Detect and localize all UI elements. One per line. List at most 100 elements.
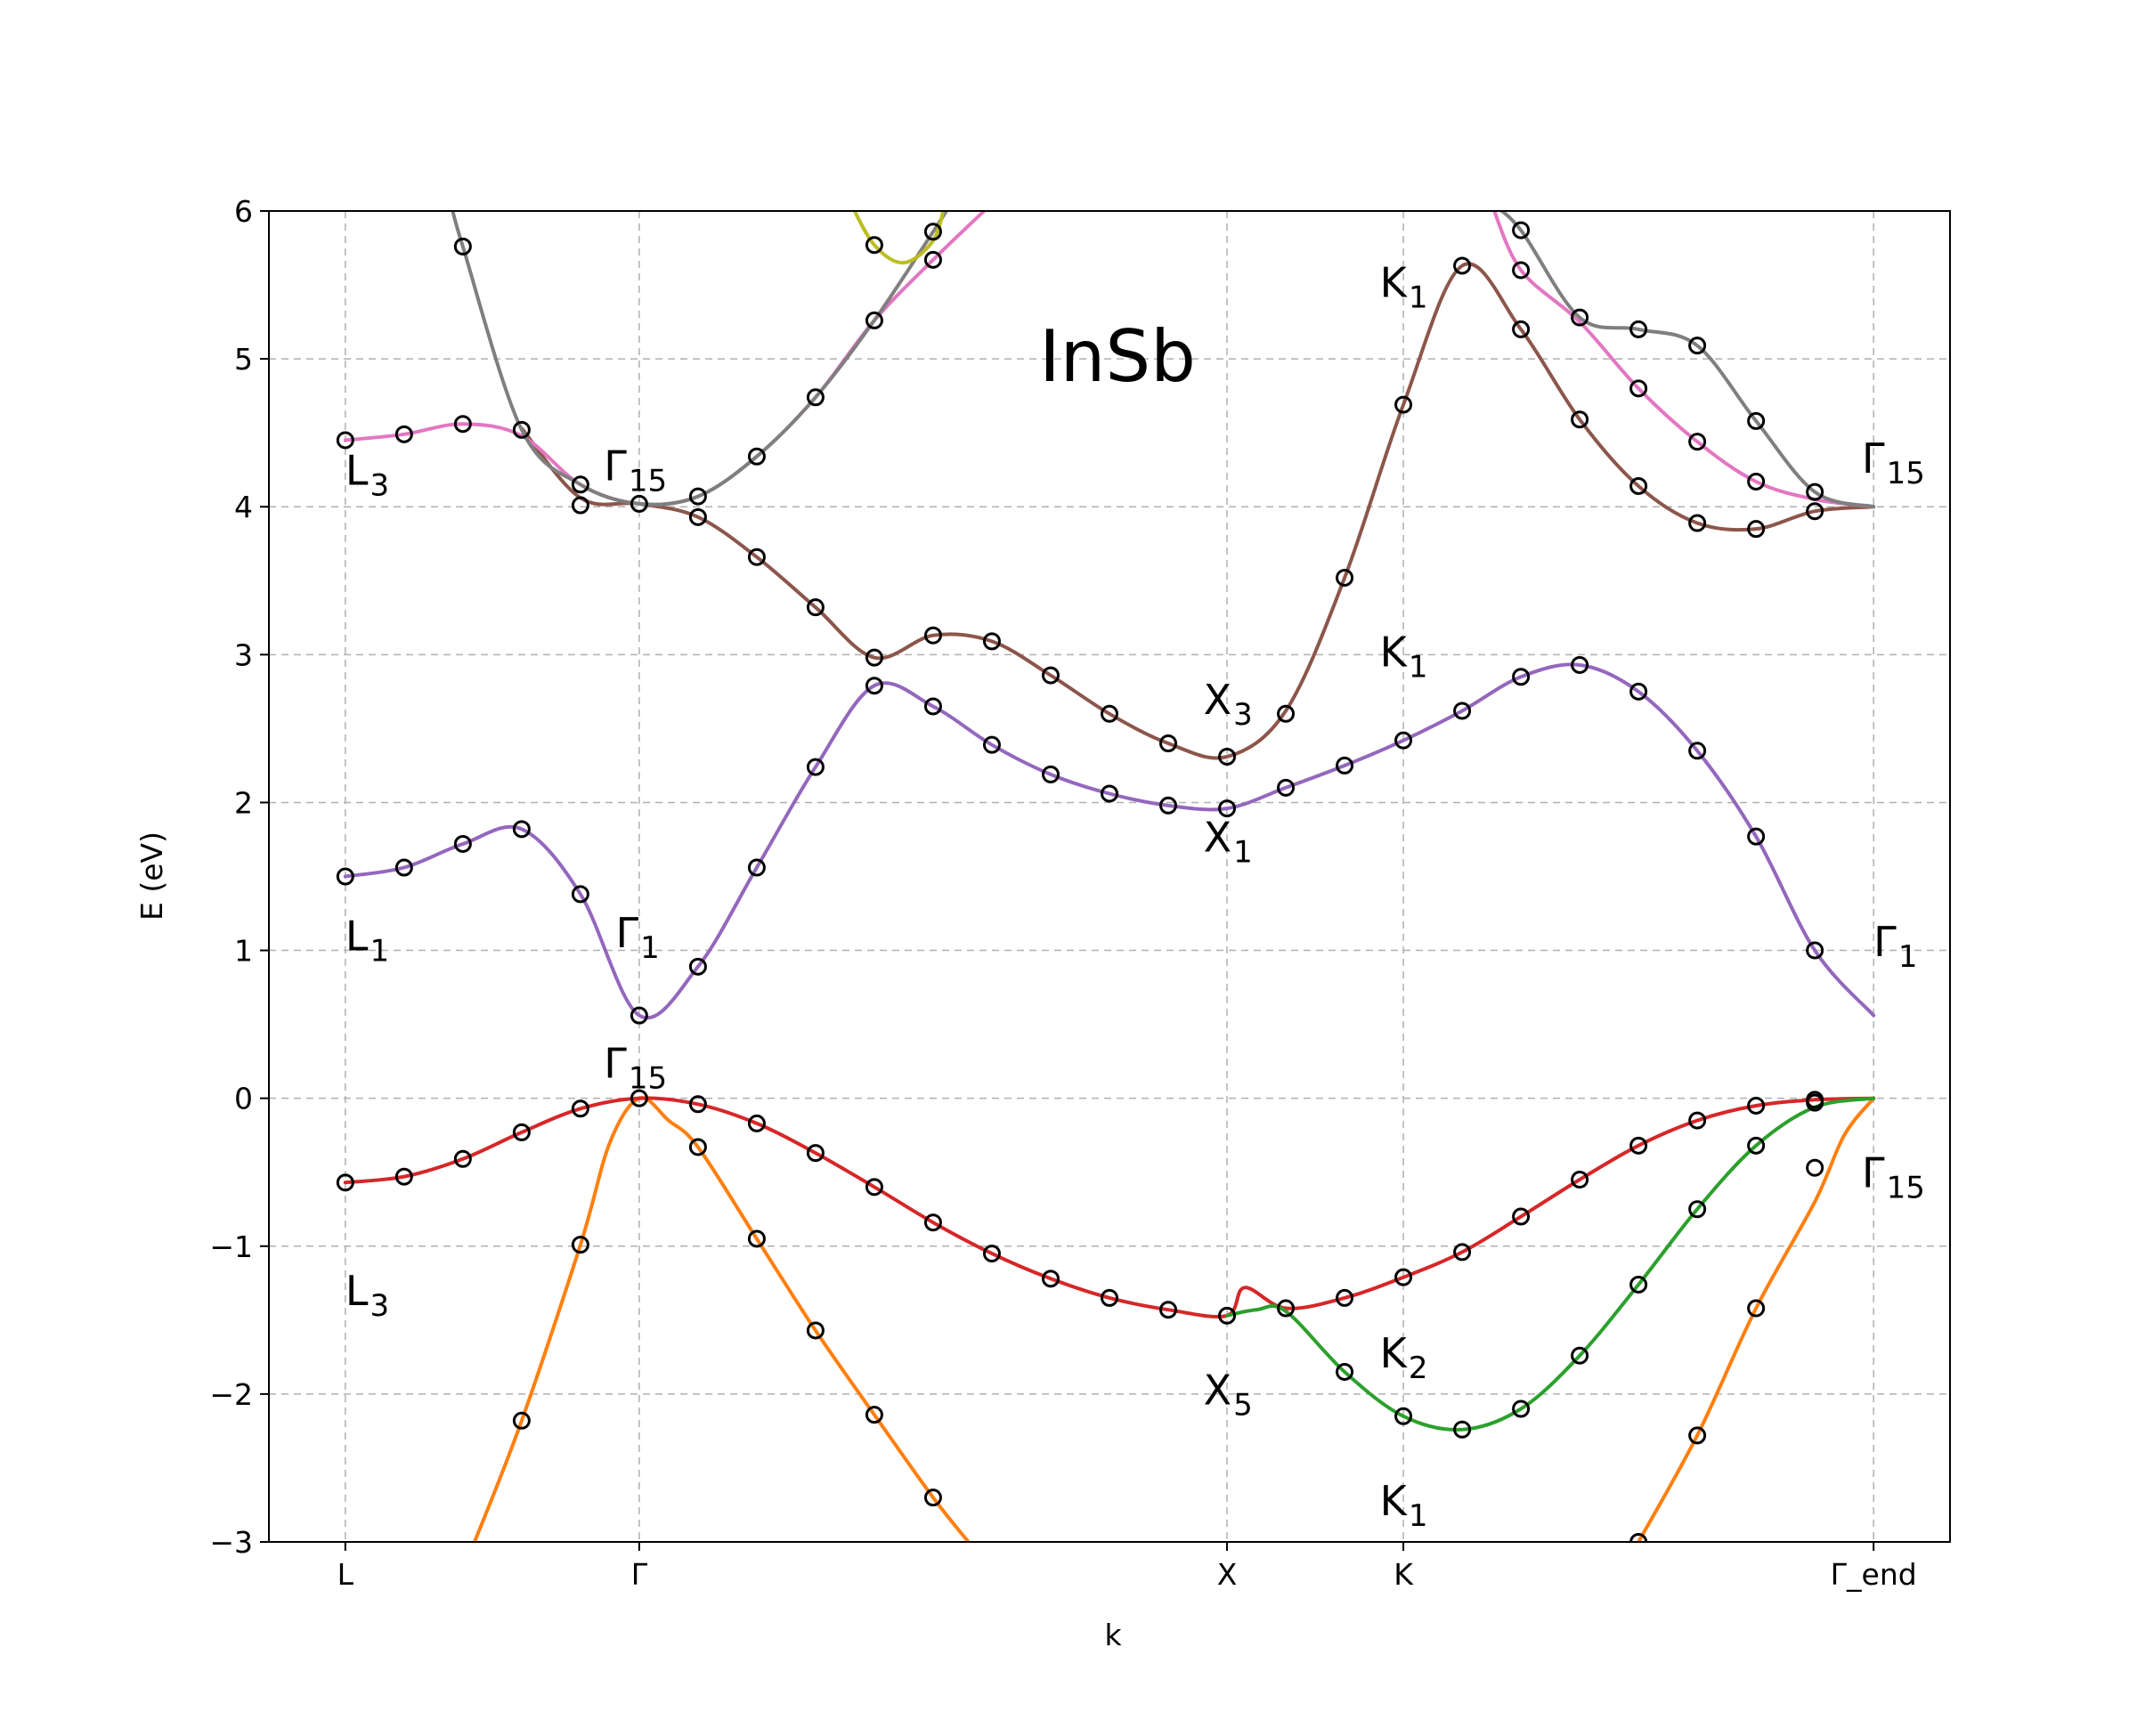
kpoint-annotation: Γ15	[604, 1039, 667, 1096]
data-marker	[865, 648, 883, 667]
data-marker	[1629, 682, 1648, 701]
y-tick-label: 6	[234, 194, 253, 229]
x-axis-label: k	[1104, 1618, 1122, 1652]
data-marker	[1159, 734, 1178, 752]
y-ticks: −3 −2 −1 0 1 2 3 4 5 6	[209, 194, 269, 1560]
data-marker	[982, 1245, 1001, 1263]
band-line-6	[343, 211, 987, 507]
data-marker	[453, 834, 472, 853]
kpoint-annotation: Γ15	[604, 442, 667, 499]
y-tick-label: 0	[234, 1082, 253, 1116]
data-marker	[1453, 256, 1472, 275]
data-marker	[1512, 1399, 1531, 1418]
data-marker	[1747, 1096, 1766, 1115]
data-marker	[1629, 1136, 1648, 1155]
data-marker	[1218, 747, 1237, 766]
data-marker	[923, 223, 942, 241]
data-marker	[571, 475, 589, 494]
band-line-10	[852, 211, 946, 265]
data-marker	[688, 1095, 707, 1114]
data-marker	[806, 1144, 825, 1163]
data-marker	[394, 1167, 413, 1186]
data-marker	[1688, 742, 1707, 760]
y-tick-label: −1	[209, 1229, 253, 1264]
kpoint-annotation: K2	[1380, 1329, 1428, 1386]
data-marker	[1336, 1288, 1354, 1307]
data-marker	[1512, 261, 1531, 280]
data-marker	[336, 867, 354, 886]
data-marker	[1629, 379, 1648, 398]
data-marker	[453, 237, 472, 256]
kpoint-annotation: Γ15	[1862, 434, 1925, 491]
kpoint-annotation: L3	[345, 1267, 389, 1324]
data-marker	[865, 1178, 883, 1197]
data-marker	[688, 507, 707, 526]
data-marker	[1512, 320, 1531, 338]
data-marker	[512, 420, 531, 439]
data-marker	[394, 425, 413, 443]
data-marker	[512, 820, 531, 839]
band-line-2	[343, 1096, 1876, 1319]
data-marker	[1806, 483, 1824, 501]
data-marker	[1512, 1207, 1531, 1226]
data-marker	[1336, 756, 1354, 775]
data-marker	[630, 1006, 648, 1025]
grid	[269, 210, 1950, 1543]
data-marker	[923, 1489, 942, 1507]
x-tick-label: Γ_end	[1831, 1557, 1917, 1592]
data-marker	[1453, 1420, 1472, 1439]
kpoint-annotation: Γ1	[1873, 918, 1917, 975]
x-tick-label: Γ	[631, 1557, 648, 1592]
data-marker	[336, 1173, 354, 1192]
data-marker	[865, 236, 883, 255]
y-tick-label: −2	[209, 1377, 253, 1412]
data-marker	[1629, 320, 1648, 338]
y-tick-label: 5	[234, 342, 253, 377]
data-marker	[1688, 337, 1707, 355]
data-marker	[923, 697, 942, 716]
data-marker	[1688, 1200, 1707, 1219]
data-marker	[1159, 1301, 1178, 1319]
y-tick-label: 2	[234, 785, 253, 820]
data-marker	[1101, 1288, 1118, 1307]
kpoint-annotation: K1	[1380, 258, 1428, 315]
kpoint-annotation: Γ1	[615, 909, 659, 966]
data-marker	[1806, 1158, 1824, 1177]
data-marker	[1394, 1407, 1413, 1425]
data-marker	[1277, 1299, 1296, 1318]
band-line-4	[343, 662, 1876, 1020]
band-line-8	[451, 211, 949, 507]
data-marker	[1571, 1171, 1589, 1189]
band-line-5	[519, 262, 1876, 760]
data-marker	[923, 1213, 942, 1232]
y-tick-label: 4	[234, 490, 253, 524]
data-marker	[1101, 704, 1118, 723]
kpoint-annotation: X3	[1204, 676, 1253, 733]
kpoint-annotation: Γ15	[1862, 1148, 1925, 1205]
data-marker	[512, 1123, 531, 1141]
data-marker	[453, 415, 472, 434]
data-marker	[394, 858, 413, 877]
data-marker	[865, 311, 883, 329]
band-line-0	[473, 1096, 971, 1542]
kpoint-annotation: K1	[1380, 1477, 1428, 1534]
data-marker	[1688, 514, 1707, 532]
data-marker	[982, 632, 1001, 651]
data-marker	[1688, 433, 1707, 451]
data-marker	[571, 1099, 589, 1118]
data-marker	[806, 1321, 825, 1340]
data-marker	[630, 1089, 648, 1107]
data-marker	[1806, 941, 1824, 960]
data-marker	[571, 1236, 589, 1254]
data-marker	[1159, 796, 1178, 815]
kpoint-annotations: L3 Γ15 L1 Γ1 Γ15 L3 X3 X1 X5 K1 K1 K2 K1 Γ15 Γ1 Γ15	[345, 258, 1925, 1534]
data-marker	[1571, 410, 1589, 429]
data-marker	[571, 885, 589, 904]
x-tick-label: L	[337, 1557, 354, 1592]
data-marker	[1336, 1362, 1354, 1381]
data-markers	[336, 221, 1824, 1542]
data-marker	[1512, 221, 1531, 239]
data-marker	[571, 496, 589, 515]
y-axis-label: E (eV)	[134, 831, 169, 921]
